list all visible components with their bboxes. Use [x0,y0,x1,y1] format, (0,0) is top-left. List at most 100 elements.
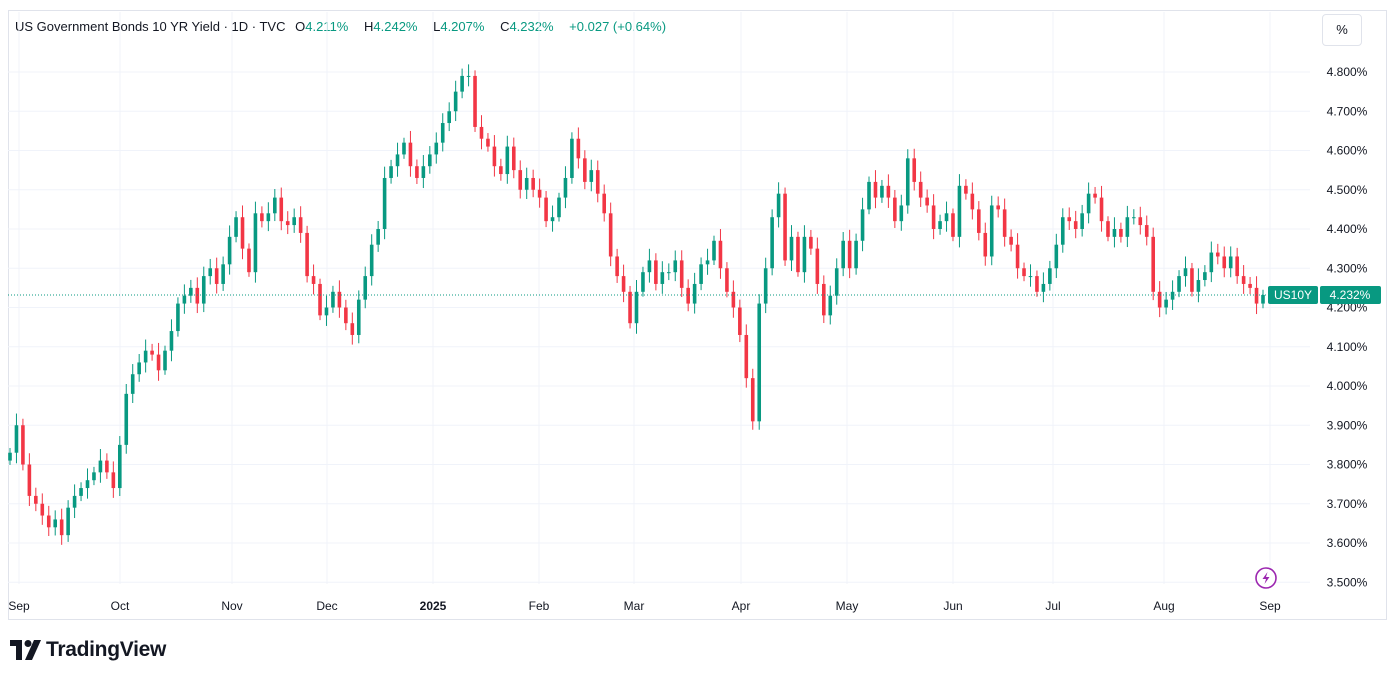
candle [1203,265,1207,287]
candle [59,508,64,545]
candle [809,229,813,255]
candle-body [744,334,749,379]
candle [641,266,645,297]
candle [227,225,232,275]
candle [524,167,529,200]
candle [763,257,768,314]
x-tick-label: Sep [8,599,30,613]
candle [1248,276,1252,295]
brand-name: TradingView [46,638,167,661]
candle-body [279,197,284,222]
candle-body [589,170,594,182]
candle-body [647,260,652,273]
candle [550,205,555,232]
candle [511,137,516,179]
candle-body [34,495,38,504]
price-tag-value-bg [1320,285,1381,304]
candle [324,295,329,326]
low-value: 4.207% [440,19,485,34]
candle [989,195,994,266]
x-tick-label: Dec [316,599,337,613]
candle [279,187,284,231]
candle-body [983,232,988,257]
candle [492,135,497,177]
candle-body [531,177,535,190]
candle-body [369,244,374,277]
candle-body [802,236,807,273]
candle-body [266,213,271,222]
candle [944,201,949,232]
y-tick-label: 4.500% [1327,183,1368,197]
candle [1048,260,1052,291]
candle-body [1215,252,1220,257]
candle-body [1125,217,1130,237]
unit-button[interactable]: % [1322,14,1362,46]
y-axis[interactable]: 4.800% 4.700% 4.600% 4.500% 4.400% 4.300% 4.20… [1327,65,1368,589]
candle [931,194,936,240]
candle-body [214,268,219,284]
candle-body [867,181,871,210]
candle-body [182,295,187,304]
candle-body [434,142,439,155]
candle-body [466,75,471,77]
symbol-title[interactable]: US Government Bonds 10 YR Yield · 1D · T… [15,19,286,34]
candle [466,64,471,87]
candle [789,225,794,271]
candle [1125,205,1130,248]
candle-body [1235,256,1239,277]
candle-body [1254,287,1259,304]
candle-body [834,268,839,296]
candle-body [912,158,917,182]
candle [260,206,264,228]
candle-body [1009,236,1013,245]
candle [460,68,464,99]
candle [563,166,568,209]
y-tick-label: 3.800% [1327,458,1368,472]
candle-body [292,217,296,226]
candle [996,196,1000,218]
candle-body [886,185,891,198]
candle [1080,204,1084,237]
candle-body [789,236,794,261]
candle [479,115,484,150]
candle-body [1170,291,1175,300]
candle-body [14,425,19,453]
y-tick-label: 3.900% [1327,418,1368,432]
candle [970,182,975,220]
candle-body [247,248,251,273]
candle-body [679,260,684,288]
candle [221,256,225,291]
candle-body [363,276,368,300]
candle-body [260,213,264,222]
price-tag-value: 4.232% [1330,288,1371,302]
lightning-icon[interactable] [1255,567,1277,589]
candle-body [763,268,768,304]
candle [34,487,38,512]
candle-body [1183,268,1188,277]
candle [796,231,800,277]
candle [1060,208,1065,253]
candle [531,169,535,198]
candle [615,248,619,283]
candle-body [1106,221,1110,237]
candle-body [989,205,994,257]
candle-body [408,142,413,167]
candle [628,285,632,329]
candle [434,132,439,164]
candle [686,279,690,312]
candle [453,80,458,122]
brand[interactable]: TradingView [10,638,166,662]
candle [311,264,316,295]
candle [880,179,884,203]
candle-body [356,299,361,335]
candle [1151,227,1156,301]
candle-body [337,291,342,308]
candle [886,174,891,208]
x-axis[interactable]: Sep Oct Nov Dec 2025 Feb Mar Apr May Jun Jul Aug Sep [8,599,1281,613]
candle-body [486,138,490,147]
candle [117,436,122,497]
candle-body [841,240,845,269]
candle [951,208,955,242]
y-tick-label: 4.000% [1327,379,1368,393]
